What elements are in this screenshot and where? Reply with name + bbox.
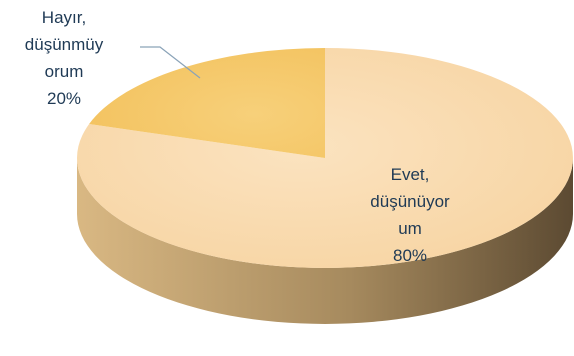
pie-slice-hayir [89, 48, 325, 158]
label-hayir-line: düşünmüy [25, 35, 104, 54]
label-hayir-line: orum [45, 62, 84, 81]
leader-line-hayir [140, 46, 201, 79]
label-evet-line: um [398, 219, 422, 238]
pie-side-wall [77, 158, 573, 324]
label-evet-line: düşünüyor [370, 192, 450, 211]
pie-side-layer [77, 158, 573, 324]
label-hayir: Hayır, düşünmüy orum 20% [25, 8, 104, 108]
label-hayir-value: 20% [47, 89, 81, 108]
pie-label-layer: Evet, düşünüyor um 80% Hayır, düşünmüy orum 20% [25, 8, 450, 265]
label-evet-value: 80% [393, 246, 427, 265]
label-evet: Evet, düşünüyor um 80% [370, 165, 450, 265]
label-hayir-line: Hayır, [42, 8, 86, 27]
label-evet-line: Evet, [391, 165, 430, 184]
pie-top-layer [77, 48, 574, 268]
